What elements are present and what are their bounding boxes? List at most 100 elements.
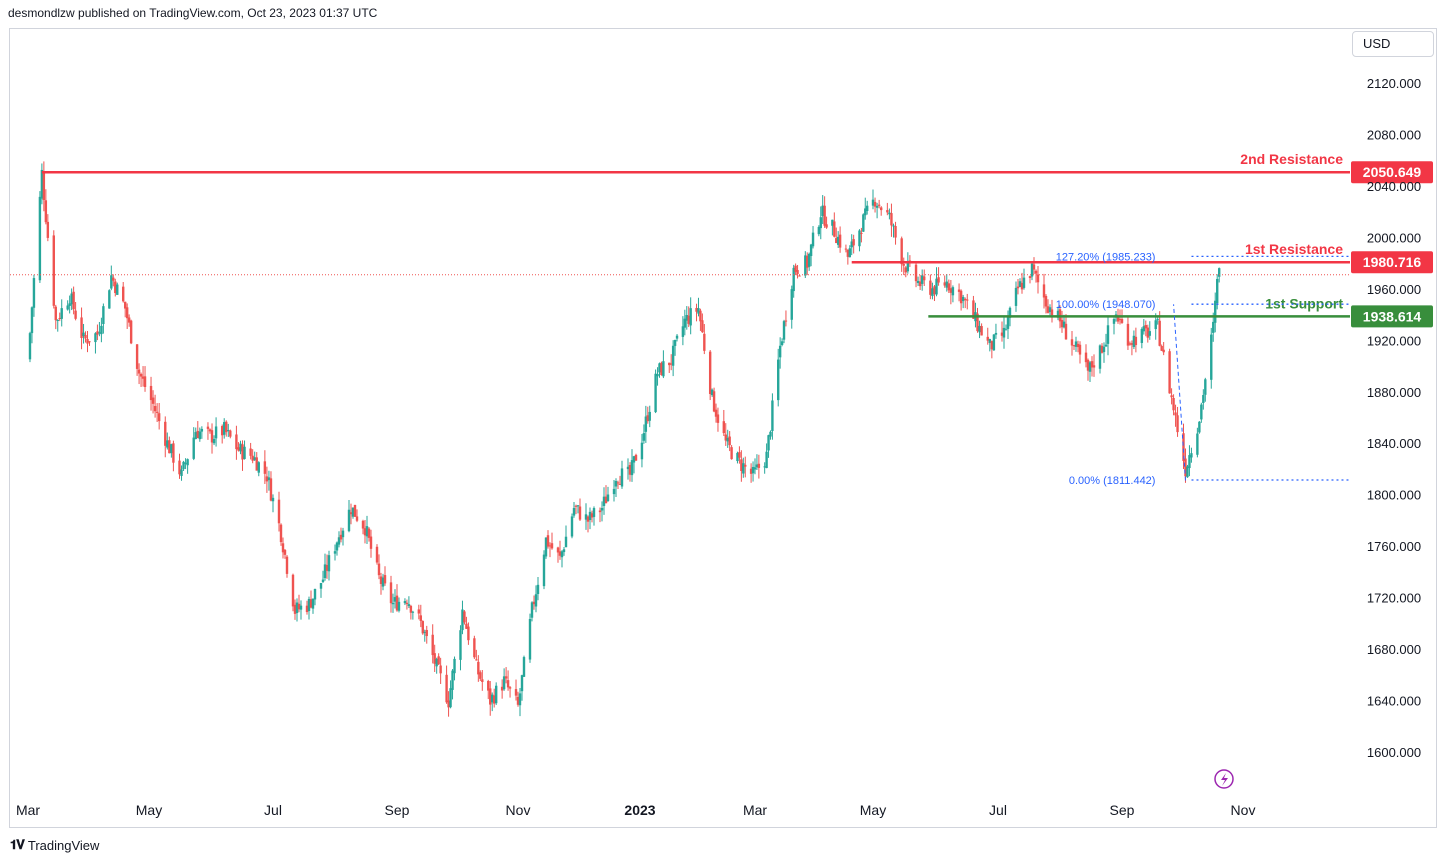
candle-body [1072,345,1076,347]
candle-body [319,583,323,589]
up-candle [243,440,246,460]
up-candle [307,596,311,620]
level-price-badge [1351,161,1433,184]
level-price-label: 1980.716 [1363,254,1422,270]
x-tick-label: Nov [506,802,531,818]
down-candle [500,679,504,699]
fib-levels: 127.20% (1985.233) 100.00% (1948.070) 0.00… [1056,251,1350,487]
candle-body [744,464,747,467]
candle-body [241,444,244,460]
up-candle [769,430,772,440]
candle-body [80,317,83,339]
candle-body [614,481,618,487]
event-icon[interactable] [1214,769,1234,789]
down-candle [1168,348,1171,394]
candle-body [281,543,285,553]
down-candle [590,510,594,523]
up-candle [337,531,341,548]
up-candle [66,300,69,311]
down-candle [740,450,743,482]
candle-body [1034,270,1038,274]
candle-body [681,326,685,337]
down-candle [84,331,87,343]
candle-body [178,460,181,475]
candle-body [765,451,768,469]
down-candle [481,669,484,691]
candle-body [811,232,815,247]
candle-body [796,269,799,274]
up-candle [654,369,657,414]
currency-selector[interactable]: USD [1352,31,1434,57]
candle-body [437,656,440,665]
down-candle [835,227,838,244]
candle-body [1212,321,1215,333]
candle-body [1132,335,1136,347]
candle-body [1146,327,1149,338]
up-candle [564,525,568,548]
candle-body [419,615,423,621]
up-candle [875,202,879,219]
down-candle [80,307,83,350]
candle-body [836,236,840,245]
up-candle [327,550,331,581]
up-candle [180,465,183,481]
down-candle [508,686,512,698]
candle-body [339,534,343,540]
candle-body [892,225,895,227]
candle-body [871,199,875,206]
candle-body [518,693,522,706]
candle-body [852,239,855,246]
candle-body [1176,415,1179,433]
x-tick-label: Jul [989,802,1007,818]
up-candle [1104,333,1108,347]
candle-body [212,438,216,444]
candle-body [923,276,926,281]
candle-body [516,696,520,705]
candle-body [1130,343,1134,345]
candle-body [564,536,568,548]
down-candle [363,520,367,544]
down-candle [447,691,450,717]
up-candle [98,321,101,337]
down-candle [687,306,690,328]
down-candle [72,286,75,315]
down-candle [1092,354,1096,377]
down-candle [860,227,863,243]
candle-body [56,320,59,322]
up-candle [1048,304,1052,318]
candle-body [125,307,129,319]
candle-body [548,545,552,547]
up-candle [1022,268,1026,290]
x-tick-label: 2023 [624,802,655,818]
up-candle [56,319,59,332]
down-candle [1076,340,1080,353]
y-tick-label: 1720.000 [1367,591,1421,606]
candle-body [279,524,283,543]
candle-body [271,497,275,502]
up-candle [1132,330,1136,350]
candle-body [620,468,624,487]
candle-body [848,248,851,258]
candle-body [957,289,961,292]
up-candle [1142,318,1146,335]
up-candle [311,598,315,614]
up-candle [227,423,230,437]
candle-body [74,310,77,319]
down-candle [155,403,159,422]
down-candle [1000,321,1004,342]
up-candle [656,367,659,386]
candle-body [1102,346,1106,352]
down-candle [433,644,436,672]
down-candle [419,604,423,628]
candle-body [267,477,271,481]
candle-body [798,275,801,277]
up-candle [767,434,770,458]
candle-body [60,308,63,319]
down-candle [703,324,706,355]
candle-body [978,325,981,333]
level-2: 1st Resistance 1980.716 [851,241,1433,274]
down-candle [141,366,145,387]
candle-body [1028,276,1032,279]
candle-body [522,657,526,677]
